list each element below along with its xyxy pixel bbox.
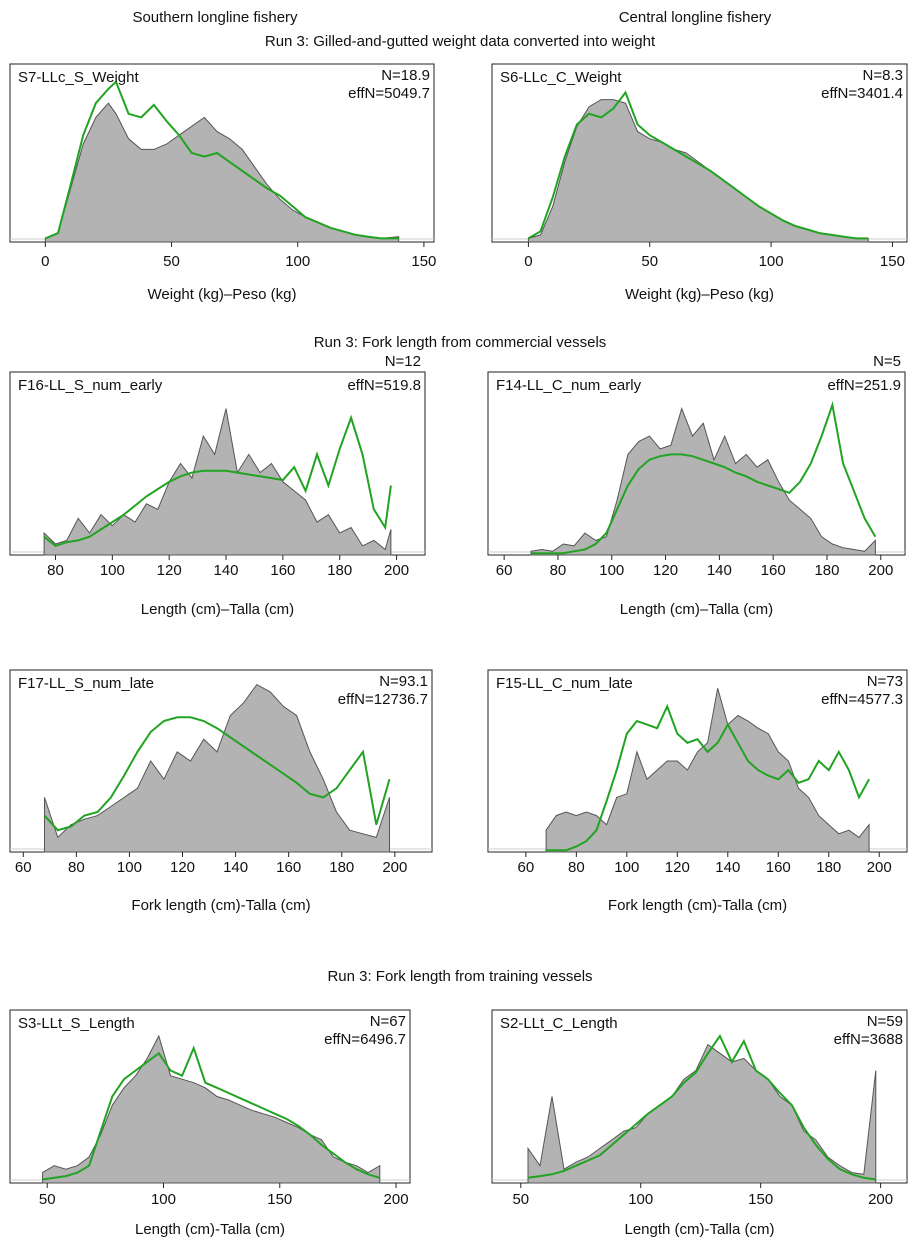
x-tick-label: 200 bbox=[384, 1191, 409, 1208]
observed-area bbox=[527, 1043, 877, 1184]
x-tick-label: 50 bbox=[163, 253, 180, 270]
x-tick-label: 160 bbox=[276, 859, 301, 876]
x-axis-label: Weight (kg)–Peso (kg) bbox=[625, 286, 774, 303]
expected-line bbox=[43, 716, 391, 832]
x-tick-label: 0 bbox=[524, 253, 532, 270]
x-tick-label: 180 bbox=[329, 859, 354, 876]
effn-label: effN=3688 bbox=[834, 1031, 903, 1048]
panel-label: S7-LLc_S_Weight bbox=[18, 69, 139, 86]
x-tick-label: 200 bbox=[382, 859, 407, 876]
x-tick-label: 100 bbox=[628, 1191, 653, 1208]
x-tick-label: 160 bbox=[270, 562, 295, 579]
n-label: N=93.1 bbox=[379, 673, 428, 690]
observed-area bbox=[44, 683, 390, 853]
column-title: Central longline fishery bbox=[619, 9, 772, 26]
x-tick-label: 0 bbox=[41, 253, 49, 270]
x-axis-label: Length (cm)–Talla (cm) bbox=[141, 601, 294, 618]
x-tick-label: 100 bbox=[599, 562, 624, 579]
panel-label: F15-LL_C_num_late bbox=[496, 675, 633, 692]
x-tick-label: 60 bbox=[15, 859, 32, 876]
n-label: N=5 bbox=[873, 353, 901, 370]
x-tick-label: 150 bbox=[748, 1191, 773, 1208]
column-title: Southern longline fishery bbox=[132, 9, 298, 26]
expected-line bbox=[43, 414, 392, 548]
x-tick-label: 150 bbox=[411, 253, 436, 270]
panel-label: S2-LLt_C_Length bbox=[500, 1015, 618, 1032]
n-label: N=18.9 bbox=[381, 67, 430, 84]
section-title: Run 3: Fork length from commercial vesse… bbox=[314, 334, 607, 351]
n-label: N=12 bbox=[385, 353, 421, 370]
effn-label: effN=3401.4 bbox=[821, 85, 903, 102]
x-axis-label: Length (cm)–Talla (cm) bbox=[620, 601, 773, 618]
x-tick-label: 100 bbox=[759, 253, 784, 270]
expected-line bbox=[527, 90, 869, 240]
x-tick-label: 140 bbox=[214, 562, 239, 579]
x-tick-label: 140 bbox=[707, 562, 732, 579]
expected-line bbox=[44, 80, 399, 240]
x-tick-label: 140 bbox=[715, 859, 740, 876]
panel-label: S3-LLt_S_Length bbox=[18, 1015, 135, 1032]
x-axis-label: Weight (kg)–Peso (kg) bbox=[148, 286, 297, 303]
x-tick-label: 180 bbox=[327, 562, 352, 579]
x-tick-label: 200 bbox=[384, 562, 409, 579]
x-tick-label: 100 bbox=[151, 1191, 176, 1208]
n-label: N=8.3 bbox=[863, 67, 903, 84]
x-tick-label: 120 bbox=[665, 859, 690, 876]
section-title: Run 3: Fork length from training vessels bbox=[327, 968, 592, 985]
effn-label: effN=519.8 bbox=[347, 377, 421, 394]
effn-label: effN=251.9 bbox=[827, 377, 901, 394]
x-tick-label: 100 bbox=[614, 859, 639, 876]
x-tick-label: 120 bbox=[170, 859, 195, 876]
x-tick-label: 50 bbox=[512, 1191, 529, 1208]
x-axis-label: Length (cm)-Talla (cm) bbox=[624, 1221, 774, 1238]
x-tick-label: 80 bbox=[47, 562, 64, 579]
n-label: N=73 bbox=[867, 673, 903, 690]
n-label: N=67 bbox=[370, 1013, 406, 1030]
x-tick-label: 80 bbox=[68, 859, 85, 876]
x-tick-label: 140 bbox=[223, 859, 248, 876]
x-tick-label: 50 bbox=[39, 1191, 56, 1208]
x-tick-label: 60 bbox=[496, 562, 513, 579]
x-tick-label: 150 bbox=[267, 1191, 292, 1208]
expected-line bbox=[531, 400, 877, 555]
x-tick-label: 200 bbox=[868, 562, 893, 579]
observed-area bbox=[545, 688, 870, 853]
panel-label: F16-LL_S_num_early bbox=[18, 377, 163, 394]
effn-label: effN=12736.7 bbox=[338, 691, 428, 708]
expected-line bbox=[546, 703, 870, 852]
x-tick-label: 120 bbox=[653, 562, 678, 579]
x-tick-label: 120 bbox=[157, 562, 182, 579]
x-tick-label: 50 bbox=[641, 253, 658, 270]
effn-label: effN=4577.3 bbox=[821, 691, 903, 708]
expected-line bbox=[527, 1033, 876, 1181]
effn-label: effN=6496.7 bbox=[324, 1031, 406, 1048]
x-tick-label: 80 bbox=[550, 562, 567, 579]
expected-line bbox=[42, 1045, 381, 1181]
x-axis-label: Length (cm)-Talla (cm) bbox=[135, 1221, 285, 1238]
effn-label: effN=5049.7 bbox=[348, 85, 430, 102]
panel-label: F14-LL_C_num_early bbox=[496, 377, 642, 394]
x-tick-label: 100 bbox=[117, 859, 142, 876]
x-axis-label: Fork length (cm)-Talla (cm) bbox=[608, 897, 787, 914]
x-tick-label: 100 bbox=[285, 253, 310, 270]
x-tick-label: 80 bbox=[568, 859, 585, 876]
x-tick-label: 160 bbox=[766, 859, 791, 876]
x-tick-label: 60 bbox=[518, 859, 535, 876]
x-tick-label: 200 bbox=[868, 1191, 893, 1208]
n-label: N=59 bbox=[867, 1013, 903, 1030]
x-tick-label: 180 bbox=[814, 562, 839, 579]
section-title: Run 3: Gilled-and-gutted weight data con… bbox=[265, 33, 656, 50]
x-tick-label: 160 bbox=[761, 562, 786, 579]
x-axis-label: Fork length (cm)-Talla (cm) bbox=[131, 897, 310, 914]
observed-area bbox=[42, 1034, 381, 1184]
x-tick-label: 200 bbox=[867, 859, 892, 876]
x-tick-label: 180 bbox=[816, 859, 841, 876]
observed-area bbox=[530, 407, 876, 556]
x-tick-label: 100 bbox=[100, 562, 125, 579]
panel-label: S6-LLc_C_Weight bbox=[500, 69, 622, 86]
panel-label: F17-LL_S_num_late bbox=[18, 675, 154, 692]
x-tick-label: 150 bbox=[880, 253, 905, 270]
